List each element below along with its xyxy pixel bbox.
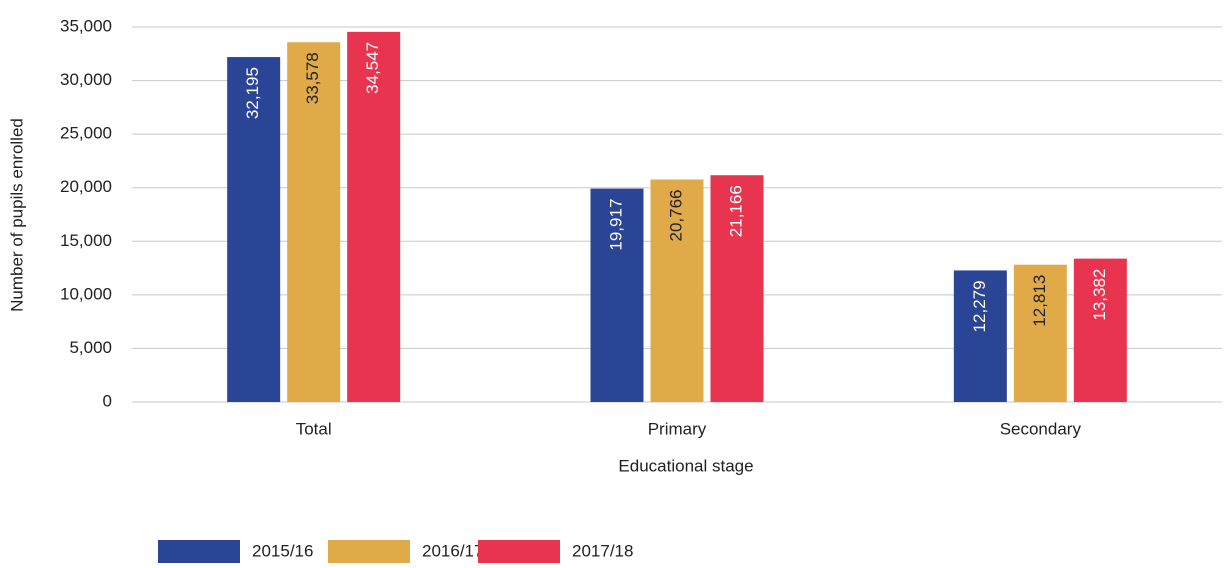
bar	[1073, 258, 1127, 402]
data-label: 32,195	[243, 67, 262, 119]
legend-swatch	[158, 540, 240, 563]
y-tick-label: 30,000	[60, 70, 112, 89]
bar	[710, 175, 764, 402]
x-axis-title: Educational stage	[618, 456, 753, 475]
bar	[347, 31, 401, 402]
y-tick-label: 20,000	[60, 177, 112, 196]
data-label: 34,547	[363, 42, 382, 94]
y-tick-label: 15,000	[60, 231, 112, 250]
y-tick-label: 5,000	[69, 338, 112, 357]
bar	[590, 188, 644, 402]
legend-label: 2016/17	[422, 541, 483, 560]
legend-swatch	[328, 540, 410, 563]
x-tick-label: Primary	[648, 419, 707, 438]
bar	[227, 57, 281, 403]
data-label: 12,279	[970, 280, 989, 332]
data-label: 33,578	[303, 52, 322, 104]
y-axis-title: Number of pupils enrolled	[7, 118, 26, 312]
y-tick-label: 25,000	[60, 124, 112, 143]
x-tick-label: Secondary	[1000, 419, 1082, 438]
y-tick-label: 10,000	[60, 284, 112, 303]
y-tick-label: 35,000	[60, 16, 112, 35]
legend-label: 2015/16	[252, 541, 313, 560]
x-tick-label: Total	[296, 419, 332, 438]
bar	[1013, 264, 1067, 402]
legend-label: 2017/18	[572, 541, 633, 560]
bar	[650, 179, 704, 402]
data-label: 20,766	[666, 190, 685, 242]
bar	[953, 270, 1007, 402]
data-label: 21,166	[726, 185, 745, 237]
data-label: 13,382	[1090, 269, 1109, 321]
legend-swatch	[478, 540, 560, 563]
data-label: 12,813	[1030, 275, 1049, 327]
data-label: 19,917	[606, 199, 625, 251]
bar	[287, 42, 341, 402]
y-tick-label: 0	[103, 391, 112, 410]
